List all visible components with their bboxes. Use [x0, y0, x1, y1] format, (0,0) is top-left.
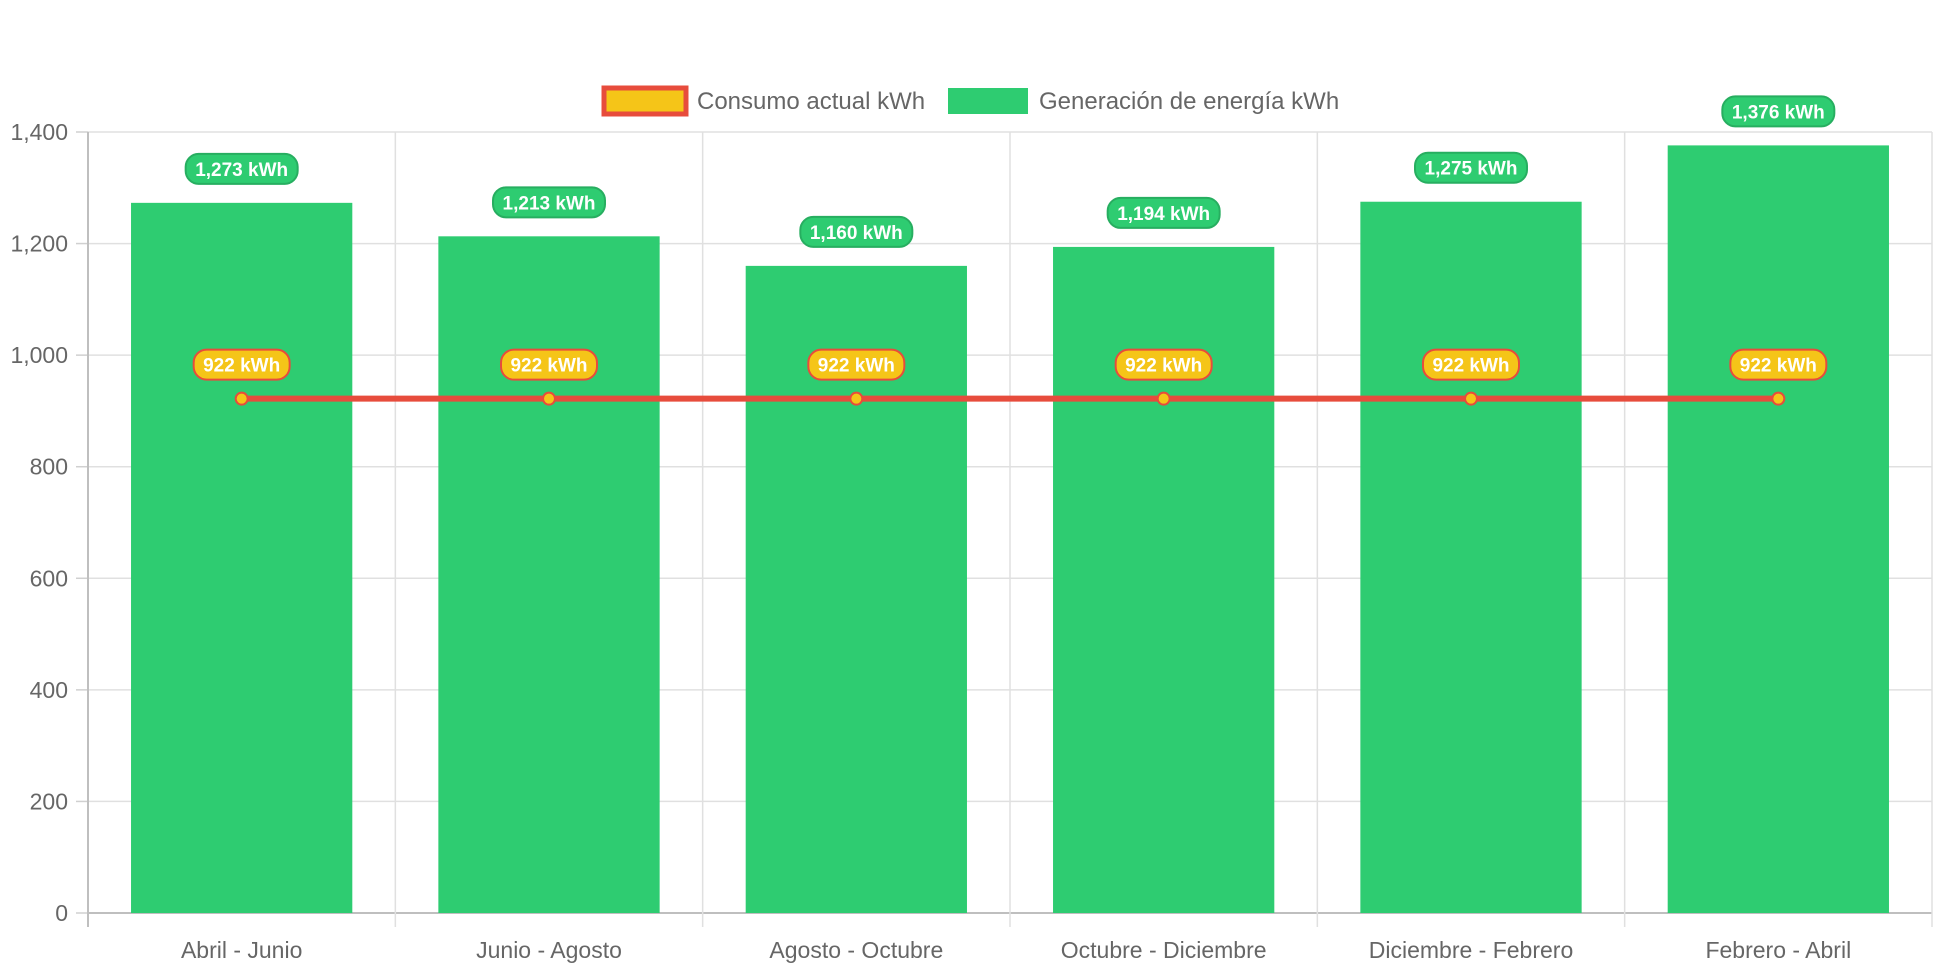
x-tick-label: Octubre - Diciembre — [1061, 937, 1267, 963]
bar-data-label-badge — [492, 186, 606, 219]
y-tick-label: 600 — [30, 565, 68, 591]
y-tick-label: 200 — [30, 788, 68, 814]
legend-label-consumo: Consumo actual kWh — [697, 88, 925, 115]
line-data-label-text: 922 kWh — [1125, 356, 1202, 377]
bar-generacion — [1360, 201, 1582, 913]
bar-data-label-badge — [184, 152, 299, 185]
y-tick-label: 400 — [30, 677, 68, 703]
bar-data-label-text: 1,213 kWh — [503, 193, 596, 214]
line-data-label-badge — [192, 348, 291, 381]
bars-layer — [131, 145, 1889, 914]
bar-data-label-text: 1,275 kWh — [1425, 159, 1518, 180]
point-consumo — [849, 391, 864, 406]
bar-generacion — [1667, 145, 1889, 914]
legend-item-generacion[interactable]: Generación de energía kWh — [948, 88, 1339, 115]
point-consumo — [542, 391, 556, 406]
line-data-label-text: 922 kWh — [1740, 356, 1817, 377]
bar-generacion — [131, 202, 353, 914]
grid-layer: 0 200 400 600 800 1,000 1,200 1,400 Abril - Juni… — [10, 119, 1933, 963]
point-consumo — [1156, 391, 1171, 406]
y-tick-label: 0 — [55, 900, 68, 926]
bar-data-label-badge — [1106, 196, 1221, 229]
bar-data-label-text: 1,194 kWh — [1117, 204, 1210, 225]
legend-label-generacion: Generación de energía kWh — [1039, 88, 1339, 115]
legend-swatch-consumo — [601, 85, 689, 117]
x-tick-label: Agosto - Octubre — [769, 937, 943, 963]
x-tick-label: Junio - Agosto — [476, 937, 622, 963]
point-consumo — [1464, 391, 1478, 406]
x-tick-label: Abril - Junio — [181, 937, 302, 963]
x-tick-label: Febrero - Abril — [1705, 937, 1851, 963]
y-tick-label: 1,000 — [10, 342, 68, 368]
y-tick-label: 800 — [30, 454, 68, 480]
y-tick-label: 1,200 — [10, 231, 68, 257]
bar-data-label-badge — [799, 215, 914, 248]
bar-generacion — [1053, 246, 1275, 913]
bar-data-label-text: 1,376 kWh — [1732, 102, 1825, 123]
line-data-label-badge — [1114, 348, 1213, 381]
legend: Consumo actual kWh Generación de energía… — [601, 85, 1339, 117]
bar-generacion — [438, 236, 660, 914]
line-layer — [234, 391, 1786, 406]
point-consumo — [234, 391, 249, 406]
point-consumo — [1771, 391, 1786, 406]
line-data-label-text: 922 kWh — [1432, 356, 1509, 377]
bar-data-label-text: 1,160 kWh — [810, 223, 903, 244]
line-data-label-text: 922 kWh — [818, 356, 895, 377]
line-data-label-badge — [1422, 348, 1520, 381]
line-data-label-badge — [1729, 348, 1828, 381]
legend-item-consumo[interactable]: Consumo actual kWh — [601, 85, 925, 117]
labels-layer: 1,273 kWh 1,213 kWh 1,160 kWh 1,194 kWh 1,27… — [184, 95, 1836, 381]
x-tick-label: Diciembre - Febrero — [1369, 937, 1574, 963]
line-data-label-text: 922 kWh — [510, 356, 587, 377]
line-data-label-badge — [500, 348, 598, 381]
line-data-label-text: 922 kWh — [203, 356, 280, 377]
bar-data-label-badge — [1414, 151, 1528, 184]
y-tick-label: 1,400 — [10, 119, 68, 145]
line-data-label-badge — [807, 348, 906, 381]
bar-data-label-badge — [1721, 95, 1836, 128]
bar-data-label-text: 1,273 kWh — [195, 160, 288, 181]
legend-swatch-generacion — [948, 88, 1028, 114]
